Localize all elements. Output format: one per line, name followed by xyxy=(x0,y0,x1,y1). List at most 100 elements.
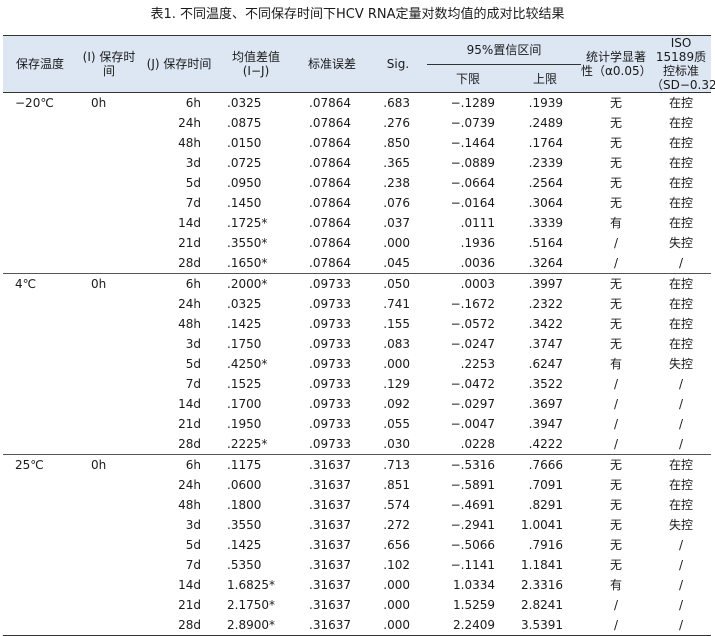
cell-mean-diff: .0600 xyxy=(227,478,262,492)
cell-time-i xyxy=(77,213,141,233)
cell-temperature xyxy=(3,314,77,334)
header-ci: 95%置信区间 xyxy=(427,34,581,66)
cell-ci-lower: 2.2409 xyxy=(427,615,509,636)
cell-iso: 在控 xyxy=(668,196,693,210)
cell-sig: .238 xyxy=(383,176,410,190)
table-row: 21d .3550* .07864 .000 .1936 .5164 / 失控 xyxy=(3,233,711,253)
cell-sig: .574 xyxy=(383,498,410,512)
cell-time-i xyxy=(77,555,141,575)
cell-std-err: .07864 xyxy=(309,116,351,130)
cell-mean-diff: .0150 xyxy=(227,136,262,150)
cell-sig: .045 xyxy=(369,253,427,274)
cell-std-err: .07864 xyxy=(309,156,351,170)
cell-sig: .272 xyxy=(383,518,410,532)
cell-std-err: .09733 xyxy=(309,317,351,331)
cell-time-j: 3d xyxy=(185,518,201,532)
cell-sig: .102 xyxy=(383,558,410,572)
header-iso: ISO 15189质控标准（SD−0.32） xyxy=(651,35,715,93)
cell-time-i xyxy=(77,354,141,374)
cell-temperature xyxy=(3,434,77,455)
cell-significance: 无 xyxy=(609,196,622,210)
cell-ci-upper: 1.0041 xyxy=(521,518,563,532)
cell-temperature xyxy=(3,374,77,394)
cell-ci-lower: .1936 xyxy=(460,236,495,250)
cell-temperature xyxy=(3,595,77,615)
cell-std-err: .07864 xyxy=(309,96,351,110)
temperature-group: 25℃ 0h 6h .1175.31637.713 −.5316.7666 无在控 24h.… xyxy=(3,455,711,636)
cell-ci-lower: −.5316 xyxy=(450,458,495,472)
cell-ci-upper: 2.8241 xyxy=(521,598,563,612)
table-header: 保存温度 (I) 保存时间 (J) 保存时间 均值差值 (I−J) 标准误差 S… xyxy=(3,34,715,93)
header-ci-upper: 上限 xyxy=(509,64,581,93)
cell-ci-lower: .2253 xyxy=(460,357,495,371)
cell-significance: 无 xyxy=(609,277,622,291)
cell-significance: / xyxy=(613,236,619,250)
cell-time-i xyxy=(77,113,141,133)
cell-mean-diff: .5350 xyxy=(227,558,262,572)
cell-temperature xyxy=(3,294,77,314)
cell-ci-lower: −.4691 xyxy=(450,498,495,512)
cell-temperature xyxy=(3,575,77,595)
cell-time-j: 7d xyxy=(185,377,201,391)
cell-std-err: .31637 xyxy=(309,478,351,492)
cell-significance: 无 xyxy=(609,458,622,472)
cell-time-j: 7d xyxy=(185,196,201,210)
cell-mean-diff: .0725 xyxy=(227,156,262,170)
cell-time-i: 0h xyxy=(91,96,107,110)
cell-temperature xyxy=(3,555,77,575)
cell-iso: 在控 xyxy=(668,156,693,170)
cell-std-err: .07864 xyxy=(295,253,369,274)
cell-ci-upper: .3064 xyxy=(528,196,563,210)
cell-ci-lower: −.0047 xyxy=(450,417,495,431)
table-row: 7d .1450 .07864 .076 −.0164 .3064 无 在控 xyxy=(3,193,711,213)
cell-temperature xyxy=(3,334,77,354)
cell-time-i xyxy=(77,515,141,535)
cell-time-i: 0h xyxy=(91,458,107,472)
cell-significance: 有 xyxy=(609,578,622,592)
cell-temperature xyxy=(3,233,77,253)
cell-temperature xyxy=(3,193,77,213)
cell-temperature xyxy=(3,133,77,153)
cell-time-j: 28d xyxy=(141,615,217,636)
cell-iso: / xyxy=(678,558,684,572)
cell-mean-diff: .3550 xyxy=(227,518,262,532)
cell-time-j: 48h xyxy=(178,498,201,512)
cell-time-j: 21d xyxy=(178,236,201,250)
cell-std-err: .09733 xyxy=(309,277,351,291)
cell-sig: .050 xyxy=(383,277,410,291)
cell-mean-diff: .0325 xyxy=(227,96,262,110)
cell-iso: / xyxy=(678,417,684,431)
cell-iso: / xyxy=(651,253,711,274)
cell-significance: 无 xyxy=(609,558,622,572)
cell-std-err: .31637 xyxy=(309,578,351,592)
cell-sig: .129 xyxy=(383,377,410,391)
cell-ci-upper: .3339 xyxy=(528,216,563,230)
header-ci-lower: 下限 xyxy=(427,64,509,93)
cell-temperature: 4℃ xyxy=(15,277,37,291)
cell-temperature xyxy=(3,394,77,414)
cell-ci-lower: −.0297 xyxy=(450,397,495,411)
cell-sig: .713 xyxy=(383,458,410,472)
cell-mean-diff: .0325 xyxy=(227,297,262,311)
cell-std-err: .07864 xyxy=(309,176,351,190)
cell-sig: .076 xyxy=(383,196,410,210)
pairwise-comparison-table: 保存温度 (I) 保存时间 (J) 保存时间 均值差值 (I−J) 标准误差 S… xyxy=(3,34,715,636)
header-mean-diff: 均值差值 (I−J) xyxy=(217,35,295,93)
cell-time-i xyxy=(77,314,141,334)
cell-sig: .741 xyxy=(383,297,410,311)
cell-temperature xyxy=(3,153,77,173)
cell-sig: .000 xyxy=(383,236,410,250)
cell-sig: .656 xyxy=(383,538,410,552)
header-std-err: 标准误差 xyxy=(295,35,369,93)
cell-time-i xyxy=(77,173,141,193)
cell-temperature xyxy=(3,113,77,133)
cell-time-j: 14d xyxy=(178,578,201,592)
cell-significance: 无 xyxy=(609,478,622,492)
header-significance: 统计学显著性（α0.05） xyxy=(581,35,652,93)
table-row: 5d .0950 .07864 .238 −.0664 .2564 无 在控 xyxy=(3,173,711,193)
cell-significance: 无 xyxy=(609,518,622,532)
cell-ci-lower: −.5891 xyxy=(450,478,495,492)
table-row: 14d .1700 .09733 .092 −.0297 .3697 / / xyxy=(3,394,711,414)
cell-ci-lower: −.0664 xyxy=(450,176,495,190)
cell-ci-upper: .4222 xyxy=(509,434,581,455)
